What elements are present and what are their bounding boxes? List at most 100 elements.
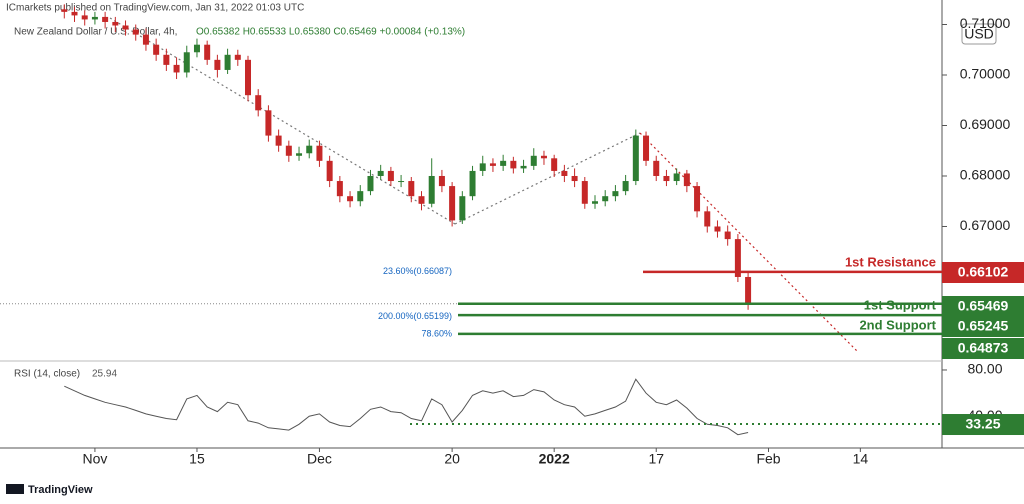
currency[interactable]: USD [964,26,994,42]
candle-body [714,226,721,232]
price-tag-label: 0.64873 [958,340,1009,356]
candle-body [551,158,558,171]
publisher: ICmarkets published on TradingView.com, … [6,3,304,14]
y-tick-label: 80.00 [967,361,1002,377]
fib-label: 23.60%(0.66087) [383,266,452,276]
brand-logo [6,484,24,494]
symbol: New Zealand Dollar / U.S. Dollar, 4h, [14,27,177,38]
candle-body [500,160,507,166]
candle-body [245,59,252,96]
candle-body [347,196,354,202]
level-label: 2nd Support [859,317,936,332]
candle-body [632,135,639,182]
candle-body [91,16,98,20]
candle-body [724,231,731,240]
candle-body [204,44,211,60]
candle-body [193,44,200,53]
candle-body [622,181,629,192]
candle-body [428,175,435,204]
candle-body [449,186,456,221]
candle-body [255,95,262,111]
x-tick-label: Nov [82,451,107,467]
price-tag-label: 0.65245 [958,318,1009,334]
y-tick-label: 0.67000 [960,217,1011,233]
brand[interactable]: TradingView [28,484,93,496]
candle-body [704,211,711,227]
y-tick-label: 0.69000 [960,116,1011,132]
candle-body [336,181,343,197]
candle-body [357,191,364,202]
candle-body [398,181,405,183]
candle-body [663,175,670,182]
candle-body [285,145,292,156]
candle-body [183,52,190,73]
price-tag [942,414,1024,436]
candle-body [438,175,445,187]
candle-body [265,110,272,136]
candle-body [673,173,680,182]
price-tag [942,316,1024,337]
candle-body [234,54,241,60]
candle-body [326,160,333,182]
candle-body [530,155,537,166]
candle-body [602,196,609,202]
candle-body [112,21,119,26]
candle-body [122,25,129,30]
price-tag-label: 0.66102 [958,264,1009,280]
candle-body [571,175,578,182]
trendline [454,132,641,225]
candle-body [592,201,599,204]
candle-body [540,155,547,159]
candle-body [683,173,690,187]
candle-body [479,163,486,171]
ohlc: O0.65382 H0.65533 L0.65380 C0.65469 +0.0… [196,27,465,38]
candle-body [224,54,231,70]
price-tag [942,262,1024,283]
x-tick-label: 14 [853,451,869,467]
candle-body [510,160,517,169]
candle-body [653,160,660,176]
x-tick-label: Dec [307,451,332,467]
candle-body [153,44,160,55]
candle-body [377,170,384,176]
candle-body [81,15,88,20]
rsi-line [64,378,749,436]
candle-body [296,153,303,156]
candle-body [561,170,568,176]
level-label: 1st Support [864,297,937,312]
candle-body [469,170,476,197]
y-tick-label: 0.71000 [960,15,1011,31]
rsi-last: 25.94 [92,369,117,380]
candle-body [71,11,78,16]
candle-body [643,135,650,161]
candle-body [275,135,282,146]
rsi-title: RSI (14, close) [14,369,80,380]
candle-body [694,186,701,212]
x-tick-label: 17 [648,451,664,467]
candle-body [520,165,527,169]
candle-body [745,276,752,304]
candle-body [581,181,588,204]
x-tick-label: Feb [756,451,780,467]
candle-body [163,54,170,65]
candle-body [387,170,394,182]
candle-body [142,34,149,45]
candle-body [132,29,139,35]
candle-body [316,145,323,161]
candle-body [459,196,466,221]
x-tick-label: 2022 [539,451,570,467]
currency-box[interactable] [961,23,997,45]
price-tag [942,338,1024,359]
y-tick-label: 0.70000 [960,66,1011,82]
fib-label: 78.60% [421,328,452,338]
candle-body [612,191,619,197]
x-tick-label: 20 [444,451,460,467]
price-tag [942,296,1024,317]
candle-body [418,196,425,204]
candle-body [734,239,741,277]
x-tick-label: 15 [189,451,205,467]
level-label: 1st Resistance [845,254,936,269]
y-tick-label: 0.68000 [960,167,1011,183]
